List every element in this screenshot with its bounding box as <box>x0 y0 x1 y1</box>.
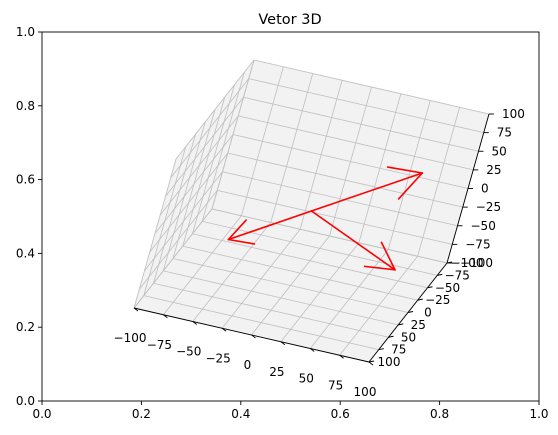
grid-line <box>182 245 418 301</box>
grid-line <box>248 78 484 134</box>
grid-line <box>217 189 453 245</box>
y-tick-label: 100 <box>378 355 401 369</box>
vector-arrow <box>310 166 424 212</box>
z-tick-label: −75 <box>465 237 490 251</box>
grid-line <box>232 134 469 189</box>
y-tick-label: 75 <box>391 343 406 357</box>
y-tick <box>437 273 443 276</box>
y-tick-label: −50 <box>435 281 460 295</box>
vector-arrow <box>310 210 396 271</box>
z-tick-label: 75 <box>497 126 512 140</box>
outer-y-tick-label: 0.8 <box>16 99 35 113</box>
x-tick <box>192 321 198 325</box>
z-tick-label: 25 <box>486 163 501 177</box>
y-tick-label: 0 <box>424 306 432 320</box>
outer-x-tick-label: 0.6 <box>331 407 350 421</box>
y-tick-label: 50 <box>401 330 416 344</box>
vector-head <box>227 238 256 245</box>
x-tick-label: −50 <box>176 345 201 359</box>
y-tick <box>398 323 404 326</box>
grid-line <box>143 295 379 351</box>
x-tick-label: −25 <box>205 351 230 365</box>
grid-line <box>192 233 428 289</box>
grid-line <box>144 171 223 271</box>
vector-head <box>397 172 424 200</box>
chart-title: Vetor 3D <box>258 12 321 28</box>
outer-axes: 0.0 0.2 0.4 0.6 0.8 1.0 0.0 0.2 0.4 0.6 0.8 1.0 <box>16 25 549 421</box>
x-tick <box>251 334 256 339</box>
grid-line <box>211 208 448 264</box>
x-tick <box>133 307 139 312</box>
grid-line <box>243 96 479 152</box>
x-tick <box>280 341 286 346</box>
grid-line <box>253 59 490 115</box>
x-tick <box>309 348 315 352</box>
grid-line <box>153 282 389 338</box>
z-tick-label: −25 <box>476 200 501 214</box>
grid-line <box>238 115 474 171</box>
z-tick-label: −50 <box>471 219 496 233</box>
x-tick-label: 25 <box>269 365 284 379</box>
axes-3d: −100 −75 −50 −25 0 25 50 75 100−100−75−50−250255… <box>114 59 525 399</box>
x-tick <box>368 361 374 366</box>
y-tick <box>417 298 423 301</box>
grid-line <box>138 190 218 290</box>
grid-line <box>170 78 250 178</box>
x-tick-label: 50 <box>299 372 314 386</box>
vector-shaft <box>227 210 313 241</box>
z-tick-label: 100 <box>502 107 525 121</box>
grid-line <box>154 134 234 234</box>
outer-x-tick-label: 0.2 <box>132 407 151 421</box>
x-tick-label: 100 <box>354 385 377 399</box>
z-tick-label: −100 <box>460 256 493 270</box>
y-tick-label: −75 <box>445 268 470 282</box>
vector-head <box>363 265 396 271</box>
grid-line <box>172 258 409 313</box>
x-tick-label: 0 <box>244 358 252 372</box>
vector-head <box>386 166 424 174</box>
x-tick <box>163 314 168 319</box>
y-tick-label: 25 <box>411 318 426 332</box>
grid-line <box>149 152 229 253</box>
vector-shaft <box>310 210 396 271</box>
outer-x-tick-label: 1.0 <box>529 407 548 421</box>
z-tick-label: 0 <box>481 182 489 196</box>
outer-x-tick-label: 0.8 <box>430 407 449 421</box>
x-tick <box>339 354 344 359</box>
grid-line <box>175 59 255 160</box>
grid-line <box>202 220 438 276</box>
grid-line <box>133 208 213 309</box>
outer-x-tick-label: 0.0 <box>32 407 51 421</box>
x-tick-label: −75 <box>147 338 172 352</box>
y-tick <box>427 286 433 289</box>
grid-line <box>163 270 399 326</box>
y-tick <box>368 360 375 363</box>
vector-shaft <box>310 172 424 212</box>
outer-y-tick-label: 1.0 <box>16 25 35 39</box>
y-tick <box>388 335 394 338</box>
outer-x-tick-label: 0.4 <box>231 407 250 421</box>
y-tick-label: −100 <box>451 256 484 270</box>
grid-line <box>227 152 463 208</box>
grid-line <box>159 115 239 216</box>
vector-head <box>227 219 247 241</box>
grid-line <box>222 171 458 227</box>
outer-y-tick-label: 0.4 <box>16 246 35 260</box>
y-tick <box>407 311 414 313</box>
z-tick-label: 50 <box>492 144 507 158</box>
grid-line <box>165 97 244 197</box>
y-tick-label: −25 <box>425 293 450 307</box>
vector-head <box>380 241 396 271</box>
y-tick <box>378 348 384 351</box>
x-tick-label: −100 <box>114 331 147 345</box>
outer-y-tick-label: 0.2 <box>16 320 35 334</box>
x-tick <box>221 327 227 332</box>
x-tick-label: 75 <box>328 378 343 392</box>
outer-y-tick-label: 0.6 <box>16 173 35 187</box>
outer-y-tick-label: 0.0 <box>16 394 35 408</box>
outer-frame <box>41 31 540 402</box>
vector-arrow <box>227 210 313 245</box>
